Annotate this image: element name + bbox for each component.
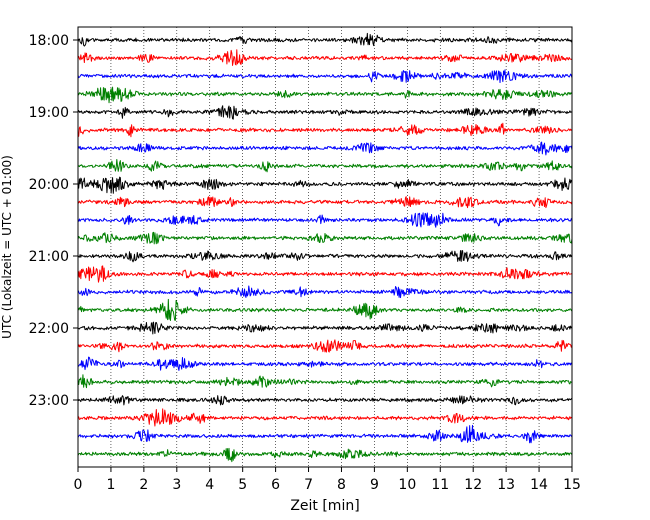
y-tick-label: 20:00 [29, 177, 69, 193]
trace-line [77, 424, 573, 444]
x-tick-label: 14 [530, 477, 548, 493]
trace-line [77, 122, 573, 138]
trace-line [77, 141, 573, 156]
trace-line [77, 176, 573, 194]
x-axis-label: Zeit [min] [290, 498, 359, 514]
y-tick-label: 21:00 [29, 249, 69, 265]
trace-line [77, 395, 573, 406]
x-tick-label: 6 [271, 477, 280, 493]
x-tick-label: 13 [497, 477, 515, 493]
trace-line [77, 231, 573, 245]
trace-line [77, 321, 573, 335]
grid-lines [110, 27, 540, 467]
x-tick-label: 3 [172, 477, 181, 493]
x-axis: 0 1 2 3 4 5 6 7 8 9 10 11 12 13 14 15 [74, 467, 581, 493]
x-tick-label: 1 [106, 477, 115, 493]
trace-line [77, 212, 573, 228]
trace-line [77, 158, 573, 173]
trace-line [77, 32, 573, 47]
x-tick-label: 2 [139, 477, 148, 493]
trace-line [77, 86, 573, 104]
trace-line [77, 356, 573, 371]
trace-line [77, 374, 573, 389]
trace-line [77, 105, 573, 120]
trace-line [77, 408, 573, 427]
trace-line [77, 69, 573, 84]
x-tick-label: 9 [370, 477, 379, 493]
trace-line [77, 49, 573, 66]
y-tick-label: 19:00 [29, 105, 69, 121]
y-axis: 18:00 19:00 20:00 21:00 22:00 23:00 [29, 33, 78, 409]
x-tick-label: 7 [304, 477, 313, 493]
trace-line [77, 285, 573, 299]
trace-line [77, 339, 573, 353]
plot-frame [77, 26, 573, 468]
y-tick-label: 23:00 [29, 393, 69, 409]
y-tick-label: 18:00 [29, 33, 69, 49]
trace-line [77, 196, 573, 209]
x-tick-label: 8 [337, 477, 346, 493]
trace-line [77, 265, 573, 283]
trace-line [77, 447, 573, 463]
y-tick-label: 22:00 [29, 321, 69, 337]
x-tick-label: 12 [464, 477, 482, 493]
x-tick-label: 5 [238, 477, 247, 493]
x-tick-label: 4 [205, 477, 214, 493]
trace-line [77, 250, 573, 263]
y-axis-label: UTC (Lokalzeit = UTC + 01:00) [0, 155, 14, 339]
trace-line [77, 298, 573, 321]
trace-group [77, 32, 573, 463]
x-tick-label: 11 [431, 477, 449, 493]
x-tick-label: 15 [563, 477, 581, 493]
x-tick-label: 0 [74, 477, 83, 493]
x-tick-label: 10 [398, 477, 416, 493]
